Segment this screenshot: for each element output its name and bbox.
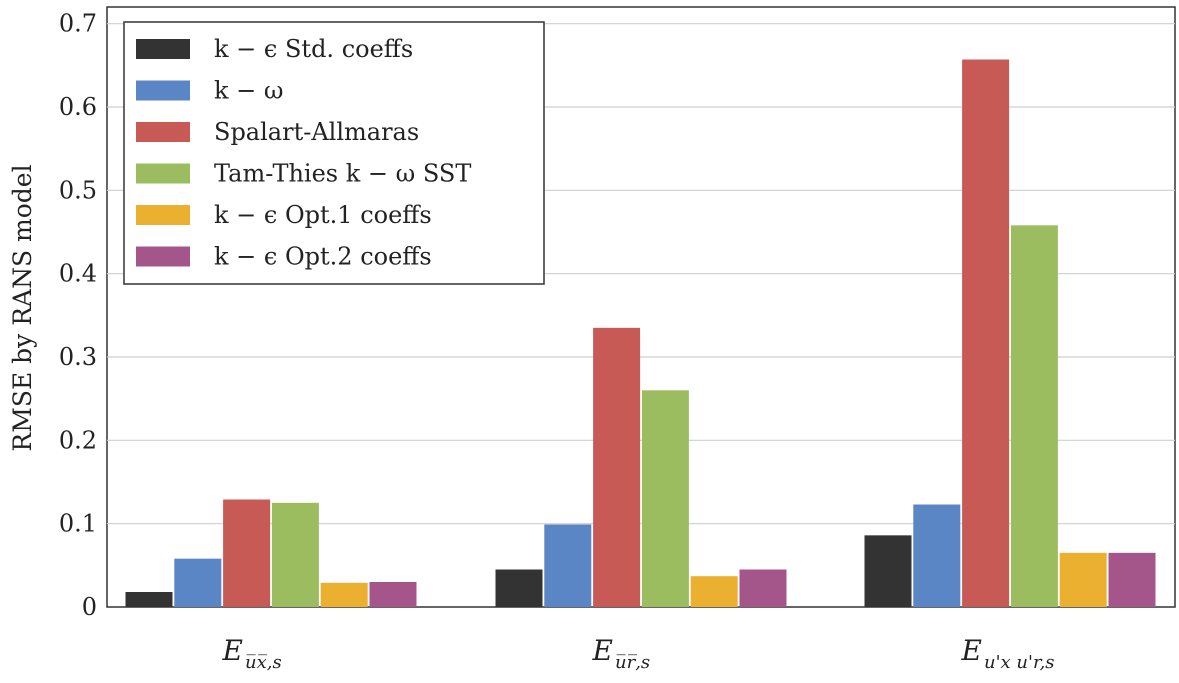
y-tick-label: 0.2 bbox=[59, 426, 97, 454]
legend-label: k − ω bbox=[214, 77, 283, 105]
x-category-sub: u'x u'r,s bbox=[984, 652, 1055, 673]
bars bbox=[125, 59, 1156, 608]
bar bbox=[962, 59, 1010, 607]
bar bbox=[271, 502, 319, 607]
y-tick-label: 0.7 bbox=[59, 10, 97, 38]
legend-swatch bbox=[136, 163, 190, 184]
legend-swatch bbox=[136, 39, 190, 59]
bar bbox=[174, 558, 222, 607]
y-tick-label: 0.4 bbox=[59, 260, 97, 288]
x-category-main: E bbox=[592, 634, 613, 667]
bar bbox=[320, 582, 368, 607]
bar bbox=[913, 504, 961, 607]
bar bbox=[369, 582, 417, 607]
legend-swatch bbox=[136, 246, 190, 267]
x-category-main: E bbox=[961, 634, 982, 667]
legend: k − ϵ Std. coeffs k − ω Spalart-Allmaras Ta… bbox=[123, 21, 545, 285]
legend-label: k − ϵ Std. coeffs bbox=[214, 35, 413, 63]
y-axis-ticks: 0 0.1 0.2 0.3 0.4 0.5 0.6 0.7 bbox=[59, 10, 97, 621]
bar bbox=[223, 499, 271, 607]
legend-label: k − ϵ Opt.2 coeffs bbox=[214, 243, 432, 271]
y-tick-label: 0.1 bbox=[59, 510, 97, 538]
y-tick-label: 0.3 bbox=[59, 343, 97, 371]
plot-frame bbox=[106, 6, 1176, 608]
bar bbox=[1059, 552, 1107, 607]
bar bbox=[864, 535, 912, 607]
bar bbox=[641, 390, 689, 607]
legend-box bbox=[123, 21, 545, 285]
legend-label: Spalart-Allmaras bbox=[214, 118, 419, 146]
bar bbox=[125, 592, 173, 607]
x-category-sub: u̅r̅,s bbox=[615, 652, 650, 673]
y-tick-label: 0.5 bbox=[59, 176, 97, 204]
bar bbox=[1108, 552, 1156, 607]
x-category-sub: u̅x̅,s bbox=[245, 652, 282, 673]
x-category-main: E bbox=[222, 634, 243, 667]
legend-label: k − ϵ Opt.1 coeffs bbox=[214, 201, 432, 229]
y-tick-label: 0.6 bbox=[59, 93, 97, 121]
bar bbox=[690, 576, 738, 607]
bar bbox=[593, 327, 641, 607]
legend-swatch bbox=[136, 122, 190, 142]
bar bbox=[495, 569, 543, 607]
bar bbox=[739, 569, 787, 607]
legend-swatch bbox=[136, 205, 190, 225]
bar bbox=[544, 524, 592, 607]
y-axis-title: RMSE by RANS model bbox=[8, 164, 37, 451]
bar bbox=[1010, 225, 1058, 608]
legend-swatch bbox=[136, 80, 190, 101]
y-tick-label: 0 bbox=[82, 593, 97, 621]
legend-label: Tam-Thies k − ω SST bbox=[214, 160, 471, 188]
